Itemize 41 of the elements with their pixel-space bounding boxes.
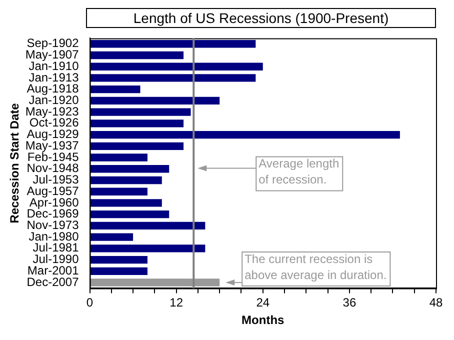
y-axis-title: Recession Start Date: [8, 102, 22, 224]
bar: [90, 278, 220, 286]
ref-line-label: Average length of recession.: [258, 156, 340, 187]
y-tick-label: Sep-1902: [26, 36, 80, 50]
chart-title: Length of US Recessions (1900-Present): [86, 8, 436, 28]
bar: [90, 74, 256, 82]
bar: [90, 222, 206, 230]
bar: [90, 130, 400, 139]
x-tick-label: 0: [86, 296, 94, 310]
bar: [90, 256, 148, 264]
bar: [90, 62, 263, 70]
bar: [90, 154, 148, 162]
y-tick-label: Aug-1929: [26, 127, 80, 142]
bar: [90, 244, 206, 252]
x-tick-label: 36: [342, 296, 356, 310]
x-tick-label: 24: [256, 296, 270, 310]
bar: [90, 199, 162, 207]
y-tick-label: Dec-2007: [26, 274, 80, 289]
bar: [90, 188, 148, 196]
bar: [90, 210, 170, 218]
bar: [90, 176, 162, 184]
bar: [90, 267, 148, 275]
bar: [90, 86, 140, 94]
y-tick-label: Nov-1948: [26, 161, 80, 176]
y-tick-label: Aug-1918: [26, 82, 80, 96]
x-tick-label: 48: [429, 296, 443, 310]
bar: [90, 120, 184, 128]
bar: [90, 165, 170, 173]
y-tick-label: May-1907: [25, 48, 80, 62]
bar: [90, 40, 256, 48]
bar: [90, 108, 191, 116]
y-tick-label: Jul-1981: [32, 240, 80, 255]
annotation: The current recession is above average in duration.: [244, 252, 387, 282]
x-axis-title: Months: [242, 313, 285, 328]
bar: [90, 142, 184, 150]
bar: [90, 233, 134, 241]
bar: [90, 51, 184, 60]
y-tick-label: Jan-1913: [28, 70, 80, 84]
bar: [90, 96, 220, 105]
x-tick-label: 12: [170, 296, 184, 310]
y-tick-label: May-1923: [25, 104, 80, 118]
